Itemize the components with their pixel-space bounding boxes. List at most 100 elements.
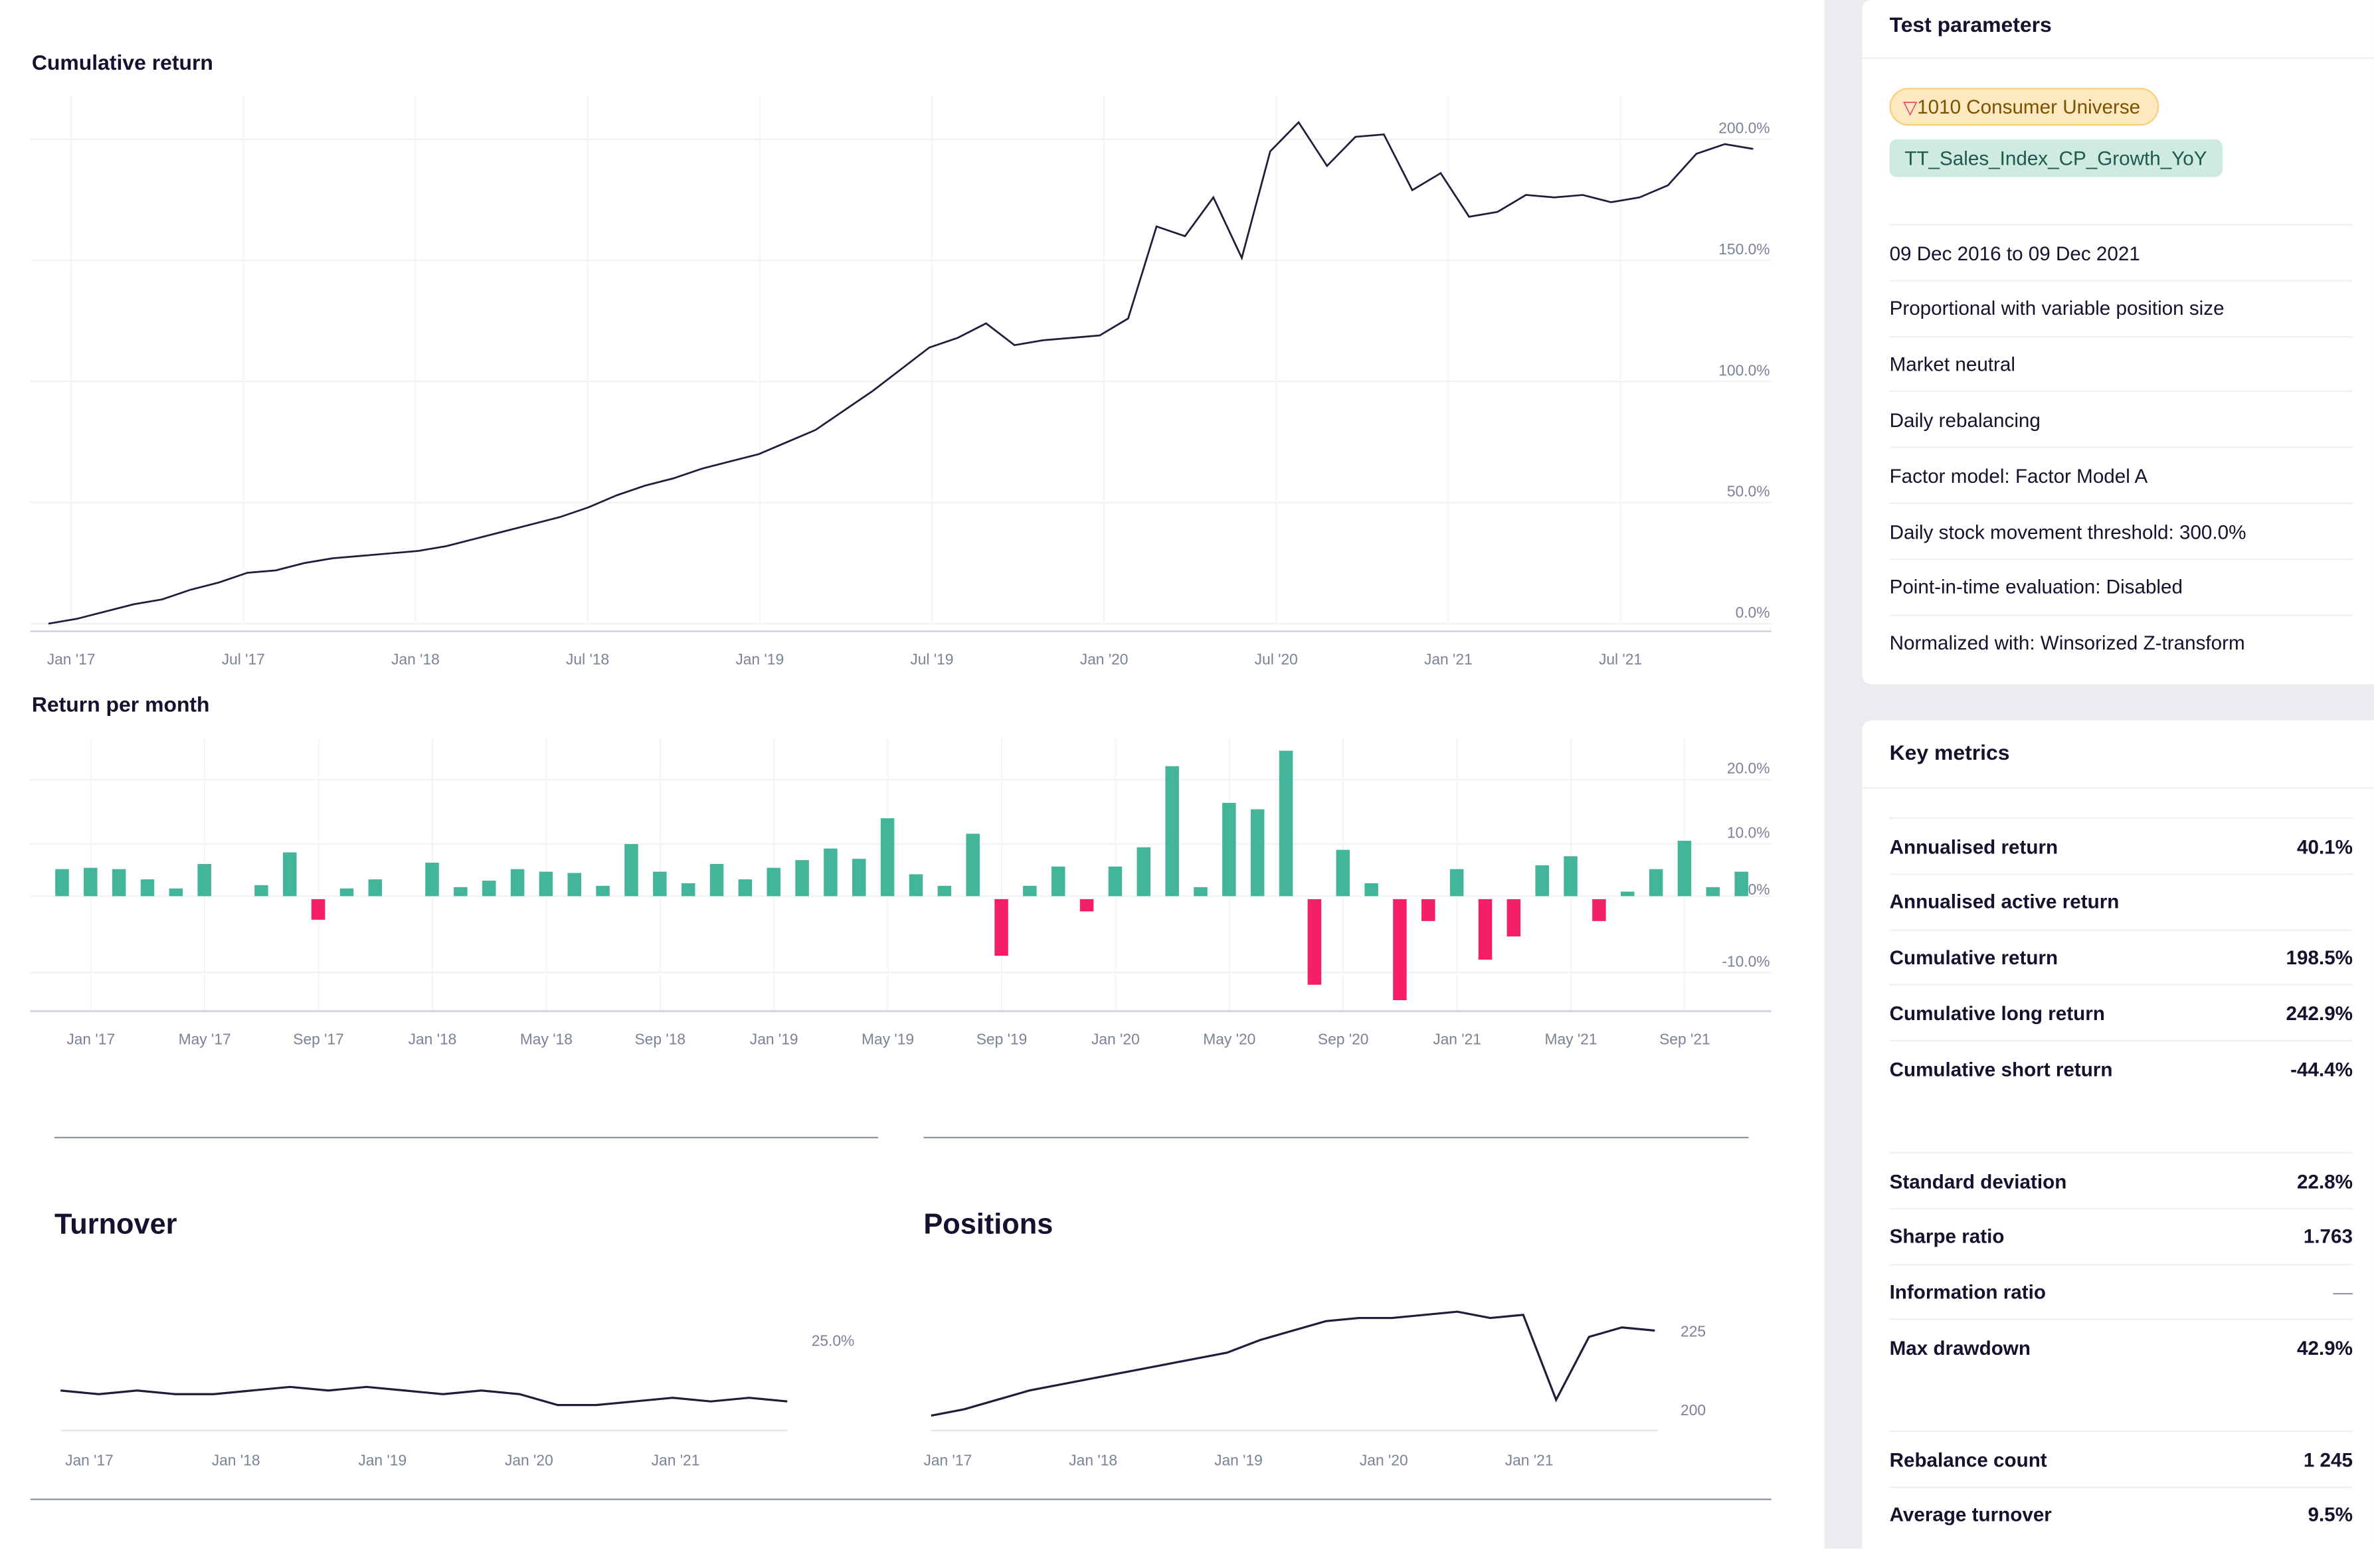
bar xyxy=(1449,869,1464,897)
y-tick-label: 150.0% xyxy=(1718,240,1770,258)
return-per-month-title: Return per month xyxy=(31,691,210,717)
return-per-month-chart: -10.0% 0% 10.0% 20.0% Jan '17 May '17 Sep '17 J… xyxy=(30,739,1772,1048)
bar xyxy=(1165,766,1179,897)
metric-label: Cumulative short return xyxy=(1889,1057,2113,1081)
metric-row: Average turnover 9.5% xyxy=(1889,1486,2353,1542)
x-tick-label: Jan '18 xyxy=(212,1451,260,1468)
bar xyxy=(681,883,695,897)
key-metrics-title: Key metrics xyxy=(1889,740,2010,765)
metric-row: Annualised active return xyxy=(1889,873,2353,929)
bar xyxy=(852,859,866,897)
metric-value: 40.1% xyxy=(2296,835,2353,858)
parameter-item: Proportional with variable position size xyxy=(1889,280,2353,335)
x-tick-label: Jan '19 xyxy=(358,1451,407,1468)
metric-label: Sharpe ratio xyxy=(1889,1225,2005,1248)
bar xyxy=(1478,899,1493,960)
y-tick-label: 20.0% xyxy=(1727,760,1770,777)
divider xyxy=(54,1136,878,1139)
bar xyxy=(1421,899,1435,921)
bar xyxy=(824,848,838,897)
metric-label: Rebalance count xyxy=(1889,1448,2047,1471)
parameter-item: Daily stock movement threshold: 300.0% xyxy=(1889,502,2353,559)
bar xyxy=(1222,802,1236,897)
x-tick-label: Jul '20 xyxy=(1255,651,1298,668)
bar xyxy=(567,873,582,897)
y-tick-label: 10.0% xyxy=(1727,824,1770,841)
sidebar: Test parameters ▽1010 Consumer Universe … xyxy=(1824,0,2374,1568)
bar xyxy=(966,833,980,897)
cumulative-return-chart: 0.0% 50.0% 100.0% 150.0% 200.0% Jan '17 Jul '1… xyxy=(30,95,1772,668)
cumulative-return-title: Cumulative return xyxy=(31,50,213,74)
x-tick-label: Jan '17 xyxy=(66,1031,115,1048)
test-parameters-card: Test parameters ▽1010 Consumer Universe … xyxy=(1862,0,2374,685)
x-tick-label: Jan '19 xyxy=(750,1031,798,1048)
bar xyxy=(1706,887,1720,897)
metric-label: Annualised active return xyxy=(1889,890,2120,914)
parameter-text: Factor model: Factor Model A xyxy=(1889,464,2148,487)
metric-value: — xyxy=(2333,1280,2353,1304)
x-tick-label: Jan '21 xyxy=(1424,651,1473,668)
bar xyxy=(112,869,126,897)
bar xyxy=(1307,899,1322,985)
y-tick-label: 100.0% xyxy=(1718,361,1770,379)
bar xyxy=(624,843,638,897)
metric-label: Cumulative return xyxy=(1889,946,2058,969)
x-tick-label: Sep '21 xyxy=(1659,1031,1710,1048)
bar xyxy=(1564,856,1578,897)
metric-label: Annualised return xyxy=(1889,835,2058,858)
positions-chart: 200 225 Jan '17 Jan '18 Jan '19 Jan '20 Jan '2… xyxy=(923,1310,1706,1468)
bar xyxy=(169,888,183,897)
bar xyxy=(1649,869,1663,897)
x-tick-label: Jul '18 xyxy=(566,651,609,668)
bar xyxy=(140,879,155,897)
parameter-item: Normalized with: Winsorized Z-transform xyxy=(1889,614,2353,669)
metric-label: Information ratio xyxy=(1889,1280,2046,1304)
metric-label: Max drawdown xyxy=(1889,1336,2031,1359)
metric-value: -44.4% xyxy=(2290,1057,2353,1081)
x-tick-label: Jul '17 xyxy=(222,651,265,668)
x-tick-label: Jul '21 xyxy=(1599,651,1642,668)
metric-value: 242.9% xyxy=(2286,1002,2353,1025)
metric-value: 9.5% xyxy=(2308,1504,2353,1527)
metric-value: 42.9% xyxy=(2296,1336,2353,1359)
metric-row: Information ratio — xyxy=(1889,1263,2353,1319)
y-tick-label: 0% xyxy=(1748,881,1770,898)
parameter-text: Normalized with: Winsorized Z-transform xyxy=(1889,631,2245,654)
metric-row: Cumulative return 198.5% xyxy=(1889,928,2353,985)
bar xyxy=(795,860,809,897)
metric-label: Standard deviation xyxy=(1889,1169,2067,1192)
bar xyxy=(539,871,553,897)
x-tick-label: Jan '18 xyxy=(1069,1451,1117,1468)
bar xyxy=(368,879,383,897)
parameter-text: Point-in-time evaluation: Disabled xyxy=(1889,575,2183,599)
bar xyxy=(425,862,439,897)
bar xyxy=(1336,849,1350,897)
y-tick-label: 25.0% xyxy=(812,1332,855,1349)
factor-tag[interactable]: TT_Sales_Index_CP_Growth_YoY xyxy=(1889,139,2223,177)
parameter-item: Daily rebalancing xyxy=(1889,391,2353,447)
bar xyxy=(1620,891,1635,897)
x-tick-label: Jan '18 xyxy=(409,1031,457,1048)
bar xyxy=(653,871,667,897)
bar xyxy=(880,818,895,897)
bar xyxy=(1194,887,1208,897)
filter-icon: ▽ xyxy=(1903,96,1918,118)
bar xyxy=(1364,883,1378,897)
bar xyxy=(197,863,211,897)
metric-row: Rebalance count 1 245 xyxy=(1889,1430,2353,1486)
bar xyxy=(1393,899,1407,1000)
x-tick-label: Sep '17 xyxy=(293,1031,344,1048)
universe-tag-label: 1010 Consumer Universe xyxy=(1917,95,2141,118)
bar xyxy=(1079,899,1094,912)
parameter-text: Market neutral xyxy=(1889,353,2015,376)
y-tick-label: 225 xyxy=(1681,1323,1706,1340)
parameter-item: 09 Dec 2016 to 09 Dec 2021 xyxy=(1889,224,2353,280)
turnover-title: Turnover xyxy=(54,1209,177,1242)
x-tick-label: Jan '19 xyxy=(1214,1451,1263,1468)
bar xyxy=(1734,871,1748,897)
bar xyxy=(909,874,923,897)
universe-tag[interactable]: ▽1010 Consumer Universe xyxy=(1889,88,2159,126)
bar xyxy=(254,885,268,897)
y-tick-label: -10.0% xyxy=(1722,952,1770,970)
